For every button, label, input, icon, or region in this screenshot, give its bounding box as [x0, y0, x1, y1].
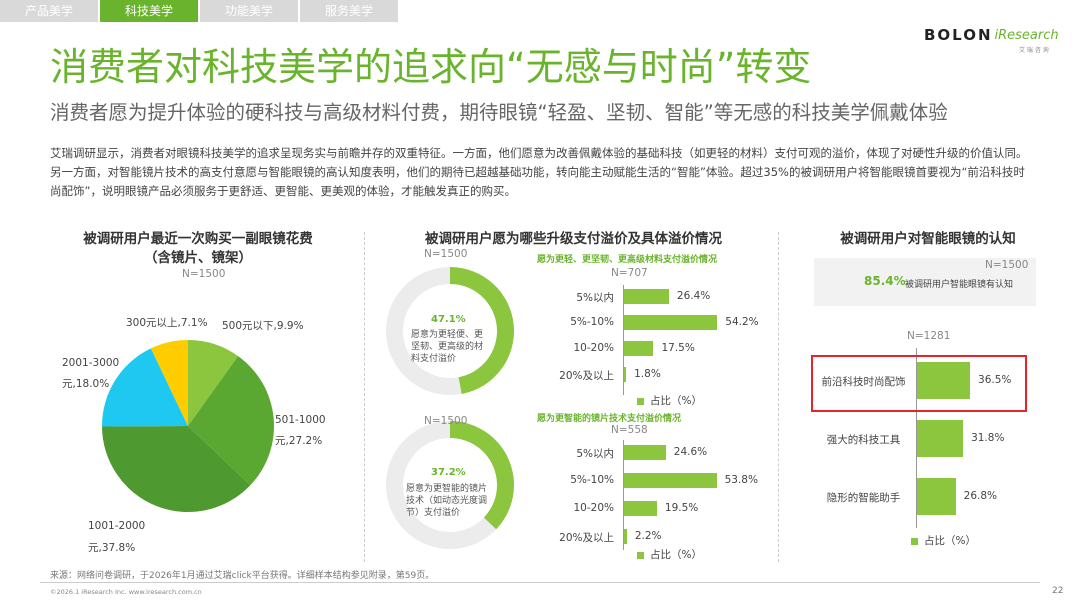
bars3-cat-label: 前沿科技时尚配饰 — [821, 376, 906, 388]
footer-line — [40, 582, 1040, 583]
panel3-title: 被调研用户对智能眼镜的认知 — [840, 231, 1016, 247]
bars3-value-label: 36.5% — [978, 374, 1012, 386]
bars1-value-label: 54.2% — [725, 316, 759, 328]
pie-label-1001-2000: 1001-2000 — [88, 520, 146, 532]
bars2-cat-label: 10-20% — [573, 502, 615, 514]
awareness-box — [814, 258, 1036, 306]
spend-pie-slice-2 — [102, 426, 251, 513]
bars2-cat-label: 5%以内 — [576, 448, 614, 460]
bars1-cat-label: 5%以内 — [576, 292, 614, 304]
bars3-bar — [916, 420, 964, 457]
pie-label-300plus: 300元以上,7.1% — [126, 317, 208, 329]
donut2-slice-1 — [385, 421, 497, 549]
pie-label-501-1000: 501-1000 — [275, 414, 326, 426]
pie-label-under500: 500元以下,9.9% — [222, 320, 304, 332]
donut2-slice-0 — [450, 421, 514, 530]
donut1-text: 愿意为更轻便、更坚韧、更高级的材料支付溢价 — [411, 330, 484, 364]
tab-function[interactable]: 功能美学 — [200, 0, 298, 22]
pie-label-1001-2000-b: 元,37.8% — [88, 542, 136, 554]
iresearch-logo: iResearch — [994, 27, 1059, 43]
bars2-bar — [623, 445, 666, 460]
bars1-bar — [623, 367, 627, 382]
awareness-pct: 85.4% — [864, 274, 906, 288]
bars1-value-label: 26.4% — [676, 290, 711, 302]
donut2-pct: 37.2% — [431, 467, 466, 478]
bars1-bar — [623, 315, 718, 330]
bars1-title: 愿为更轻、更坚韧、更高级材料支付溢价情况 — [537, 255, 718, 265]
donut2-n: N=1500 — [424, 415, 468, 427]
tab-tech[interactable]: 科技美学 — [100, 0, 198, 22]
bars1-axis — [623, 285, 624, 395]
bars1-value-label: 1.8% — [634, 368, 661, 380]
bars2-bar — [623, 473, 717, 488]
bars1-cat-label: 20%及以上 — [559, 370, 614, 382]
pie-label-2001-3000-b: 元,18.0% — [62, 378, 110, 390]
bars1-cat-label: 5%-10% — [570, 316, 614, 328]
donut1-n: N=1500 — [424, 248, 468, 260]
perception-axis — [916, 348, 917, 528]
page-subtitle: 消费者愿为提升体验的硬科技与高级材料付费，期待眼镜“轻盈、坚韧、智能”等无感的科… — [50, 101, 948, 124]
copyright: ©2026.1 iResearch Inc. www.iresearch.com… — [50, 588, 202, 596]
donut1-slice-1 — [385, 267, 462, 395]
perception-legend: 占比（%） — [911, 533, 976, 548]
spend-pie-slice-4 — [150, 340, 188, 426]
panel2-title: 被调研用户愿为哪些升级支付溢价及具体溢价情况 — [425, 231, 722, 247]
awareness-text: 被调研用户智能眼镜有认知 — [905, 280, 1014, 290]
donut2-text: 愿意为更智能的镜片技术（如动态光度调节）支付溢价 — [406, 484, 488, 518]
bars3-value-label: 26.8% — [963, 490, 998, 502]
divider — [364, 232, 365, 562]
iresearch-sub: 艾 瑞 咨 询 — [1019, 47, 1049, 54]
donut1-slice-0 — [450, 267, 514, 394]
bars3-cat-label: 隐形的智能助手 — [826, 492, 901, 504]
bars3-cat-label: 强大的科技工具 — [826, 434, 901, 446]
page-title: 消费者对科技美学的追求向“无感与时尚”转变 — [50, 45, 812, 89]
bars1-n: N=707 — [611, 267, 648, 279]
bars1-bar — [623, 341, 654, 356]
donut1-pct: 47.1% — [431, 314, 466, 325]
page-number: 22 — [1052, 586, 1064, 596]
bars2-cat-label: 5%-10% — [570, 474, 614, 486]
bars2-value-label: 53.8% — [724, 474, 758, 486]
spend-pie-slice-0 — [188, 340, 239, 426]
bars2-title: 愿为更智能的镜片技术支付溢价情况 — [537, 414, 682, 424]
bars1-legend: 占比（%） — [637, 393, 702, 408]
panel1-n: N=1500 — [182, 268, 226, 280]
bars3-value-label: 31.8% — [971, 432, 1005, 444]
pie-label-501-1000-b: 元,27.2% — [275, 435, 323, 447]
bars1-value-label: 17.5% — [661, 342, 695, 354]
perception-n: N=1281 — [907, 330, 951, 342]
bars2-bar — [623, 529, 627, 544]
spend-pie-slice-1 — [188, 356, 274, 486]
tab-service[interactable]: 服务美学 — [300, 0, 398, 22]
bars2-value-label: 24.6% — [673, 446, 708, 458]
bars2-value-label: 19.5% — [664, 502, 699, 514]
bars2-cat-label: 20%及以上 — [559, 532, 614, 544]
divider — [778, 232, 779, 562]
bars3-bar — [916, 362, 971, 399]
bars2-legend: 占比（%） — [637, 547, 702, 562]
bars2-n: N=558 — [611, 424, 648, 436]
intro-paragraph: 艾瑞调研显示，消费者对眼镜科技美学的追求呈现务实与前瞻并存的双重特征。一方面，他… — [50, 146, 1028, 198]
bars2-value-label: 2.2% — [634, 530, 662, 542]
pie-label-2001-3000: 2001-3000 — [62, 357, 120, 369]
top-tabs: 产品美学 科技美学 功能美学 服务美学 — [0, 0, 400, 22]
source-note: 来源：网络问卷调研，于2026年1月通过艾瑞click平台获得。详细样本结构参见… — [50, 571, 435, 581]
bars1-cat-label: 10-20% — [573, 342, 615, 354]
tab-product[interactable]: 产品美学 — [0, 0, 98, 22]
bars2-bar — [623, 501, 657, 516]
awareness-n: N=1500 — [985, 259, 1029, 271]
highlight-box — [811, 355, 1027, 412]
bolon-logo: BOLON — [924, 26, 993, 44]
brand-logo: BOLON iResearch 艾 瑞 咨 询 — [924, 22, 1059, 54]
bars2-axis — [623, 440, 624, 550]
panel1-title: 被调研用户最近一次购买一副眼镜花费 — [83, 231, 313, 247]
spend-pie-slice-3 — [102, 348, 188, 427]
bars3-bar — [916, 478, 956, 515]
bars1-bar — [623, 289, 669, 304]
panel1-title-2: （含镜片、镜架） — [144, 250, 252, 266]
